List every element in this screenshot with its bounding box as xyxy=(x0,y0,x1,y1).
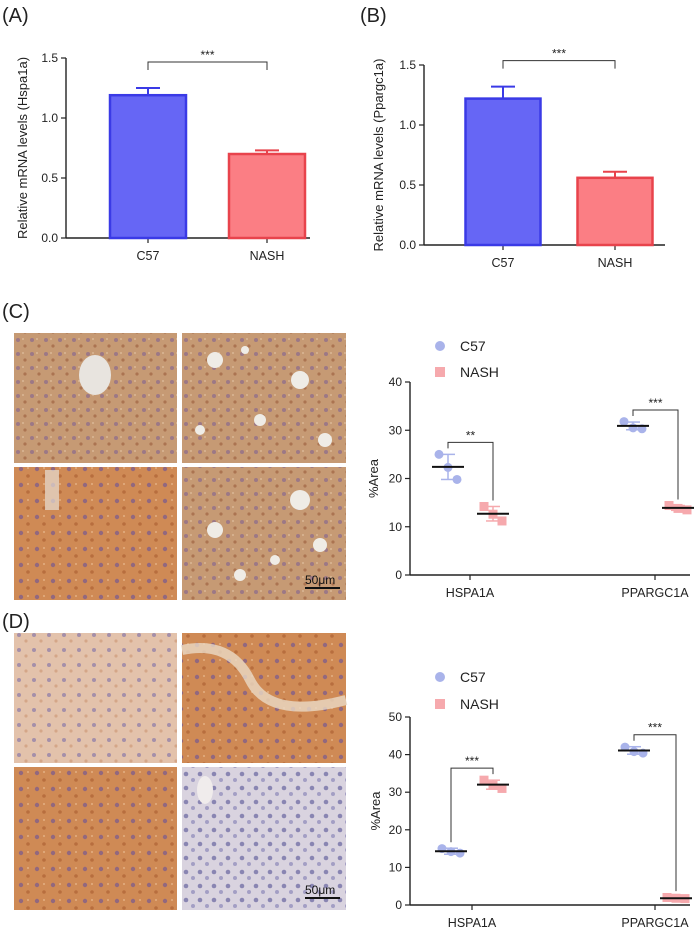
legend-marker-c57 xyxy=(435,672,445,682)
legend-label-c57: C57 xyxy=(460,669,486,685)
legend-marker-nash xyxy=(435,367,445,377)
panel-label-c: (C) xyxy=(2,301,30,323)
x-tick-label-a: NASH xyxy=(250,249,285,263)
x-tick-label-c: HSPA1A xyxy=(446,586,495,600)
x-tick-label-d: PPARGC1A xyxy=(621,916,689,929)
x-tick-label-d: HSPA1A xyxy=(448,916,497,929)
panel-label-d: (D) xyxy=(2,611,30,633)
y-tick-label-c: 30 xyxy=(389,423,403,437)
bar-c57 xyxy=(464,97,542,247)
y-tick-label-b: 0.0 xyxy=(399,238,416,252)
y-tick-label-c: 0 xyxy=(395,568,402,582)
y-tick-label-b: 0.5 xyxy=(399,178,416,192)
significance-bracket-c-hspa1a xyxy=(447,441,494,501)
significance-bracket-d-hspa1a xyxy=(450,767,494,843)
x-tick-label-a: C57 xyxy=(137,249,160,263)
y-tick-label-d: 40 xyxy=(389,748,403,762)
bar-nash xyxy=(227,152,307,240)
y-axis-label-d: %Area xyxy=(368,791,383,831)
y-tick-label-b: 1.5 xyxy=(399,58,416,72)
significance-label-a: *** xyxy=(200,48,214,62)
y-tick-label-a: 0.0 xyxy=(41,231,58,245)
scatter-chart-d: 0 10 20 30 40 50 HSPA1A PPARGC1A %Area C57 NASH ***… xyxy=(368,669,692,930)
data-point-nash xyxy=(479,501,489,511)
x-tick-label-b: C57 xyxy=(492,256,515,270)
bar-chart-ppargc1a: 0.0 0.5 1.0 1.5 C57 NASH Relative mRNA levels … xyxy=(371,47,665,270)
data-point-nash xyxy=(497,783,507,793)
micrograph-d-bottom-left xyxy=(14,767,177,910)
y-tick-label-c: 10 xyxy=(389,520,403,534)
y-tick-label-a: 0.5 xyxy=(41,171,58,185)
scale-bar-label-c: 50μm xyxy=(305,573,335,587)
significance-label-d-ppargc1a: *** xyxy=(648,721,662,735)
bar-nash xyxy=(576,176,654,247)
scale-bar-label-d: 50μm xyxy=(305,883,335,897)
y-tick-label-d: 0 xyxy=(395,898,402,912)
y-axis-label-b: Relative mRNA levels (Ppargc1a) xyxy=(371,59,386,252)
significance-label-c-hspa1a: ** xyxy=(466,428,476,442)
y-tick-label-c: 40 xyxy=(389,375,403,389)
significance-bracket-d-ppargc1a xyxy=(633,734,677,892)
micrograph-grid-d: 50μm xyxy=(14,633,348,910)
x-tick-label-c: PPARGC1A xyxy=(621,586,689,600)
significance-label-b: *** xyxy=(552,47,566,61)
legend-label-nash: NASH xyxy=(460,364,499,380)
y-axis-label-a: Relative mRNA levels (Hspa1a) xyxy=(15,57,30,239)
micrograph-d-bottom-right xyxy=(182,767,346,910)
data-point-nash xyxy=(664,501,674,511)
y-tick-label-d: 50 xyxy=(389,710,403,724)
legend-marker-nash xyxy=(435,699,445,709)
y-axis-label-c: %Area xyxy=(366,458,381,498)
data-point-c57 xyxy=(455,848,465,858)
significance-bracket-a xyxy=(147,61,268,70)
data-point-c57 xyxy=(620,742,630,752)
panel-label-b: (B) xyxy=(360,5,387,27)
data-point-nash xyxy=(479,775,489,785)
y-tick-label-d: 20 xyxy=(389,823,403,837)
data-point-nash xyxy=(497,516,507,526)
y-tick-label-d: 30 xyxy=(389,785,403,799)
significance-label-c-ppargc1a: *** xyxy=(648,396,662,410)
data-point-c57 xyxy=(619,417,629,427)
micrograph-c-top-left xyxy=(14,333,177,463)
legend-label-c57: C57 xyxy=(460,338,486,354)
micrograph-d-top-right xyxy=(180,633,348,763)
x-tick-label-b: NASH xyxy=(598,256,633,270)
panel-label-a: (A) xyxy=(2,5,29,27)
significance-bracket-b xyxy=(502,60,616,69)
data-point-c57 xyxy=(434,449,444,459)
legend-marker-c57 xyxy=(435,341,445,351)
data-point-c57 xyxy=(452,474,462,484)
legend-label-nash: NASH xyxy=(460,696,499,712)
bar-c57 xyxy=(108,93,188,240)
data-point-c57 xyxy=(629,747,639,757)
micrograph-c-top-right xyxy=(182,333,346,463)
data-point-nash xyxy=(682,505,692,515)
micrograph-d-top-left xyxy=(14,633,177,763)
micrograph-grid-c: 50μm xyxy=(14,333,346,600)
bar-chart-hspa1a: 0.0 0.5 1.0 1.5 C57 NASH Relative mRNA levels … xyxy=(15,48,310,263)
y-tick-label-a: 1.5 xyxy=(41,51,58,65)
data-point-c57 xyxy=(628,423,638,433)
y-tick-label-c: 20 xyxy=(389,472,403,486)
significance-bracket-c-ppargc1a xyxy=(632,409,679,500)
y-tick-label-a: 1.0 xyxy=(41,111,58,125)
significance-label-d-hspa1a: *** xyxy=(465,754,479,768)
micrograph-c-bottom-left xyxy=(14,467,177,600)
micrograph-c-bottom-right xyxy=(182,467,346,600)
y-tick-label-d: 10 xyxy=(389,860,403,874)
y-tick-label-b: 1.0 xyxy=(399,118,416,132)
